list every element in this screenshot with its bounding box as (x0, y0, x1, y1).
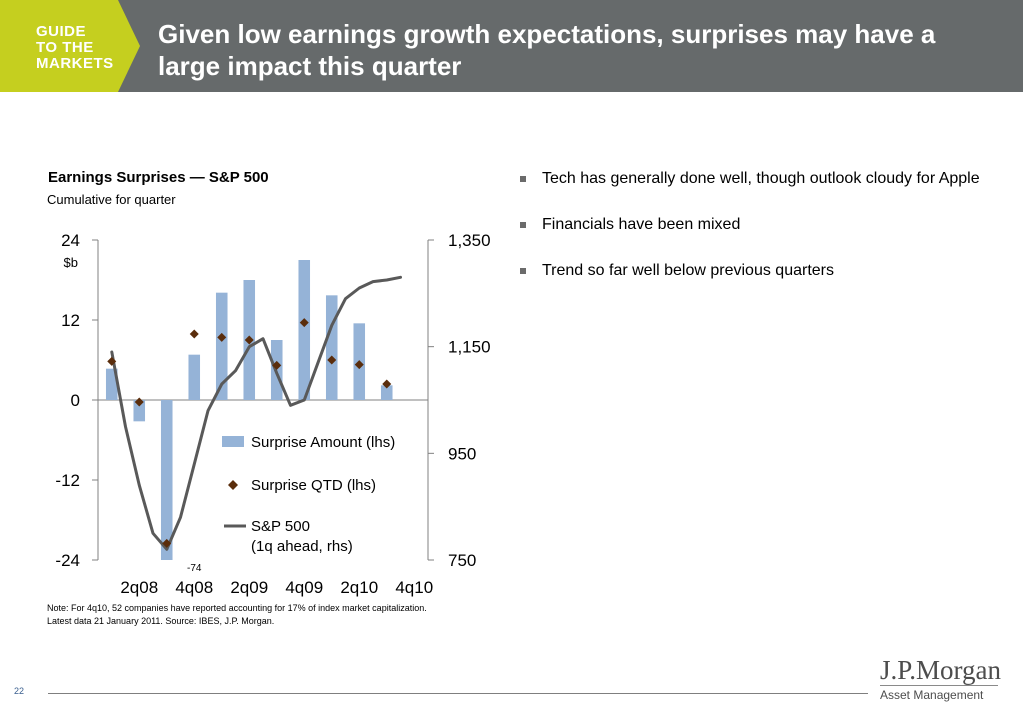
bar-4q09 (298, 260, 311, 400)
bar-2q08 (133, 400, 146, 422)
marker-2q09 (244, 335, 254, 345)
bar-1q10 (325, 295, 338, 400)
bullet-text: Trend so far well below previous quarter… (542, 262, 834, 279)
logo-subtitle: Asset Management (880, 688, 984, 702)
legend-label-surprise-amount: Surprise Amount (lhs) (251, 434, 395, 451)
bullet-item: Financials have been mixed (520, 214, 990, 236)
marker-1q08 (107, 356, 117, 366)
x-tick-label: 4q08 (175, 578, 213, 597)
logo-rule (880, 685, 998, 686)
legend-marker-swatch (228, 480, 238, 490)
note-line-2: Latest data 21 January 2011. Source: IBE… (47, 616, 275, 626)
y-right-tick-label: 750 (448, 551, 476, 570)
x-tick-label: 2q10 (340, 578, 378, 597)
guide-badge-text: GUIDE TO THE MARKETS (36, 24, 114, 72)
logo-wordmark: J.P.Morgan (880, 655, 1002, 685)
badge-line-3: MARKETS (36, 55, 114, 72)
bar-3q10 (380, 385, 393, 400)
legend-label-sp500: (1q ahead, rhs) (251, 538, 353, 555)
earnings-surprise-chart: 24 12 0 -12 -24 $b 1,350 1,150 950 750 -74 2q08 4q08… (55, 231, 491, 597)
bar-1q08 (105, 368, 118, 400)
x-tick-label: 2q08 (120, 578, 158, 597)
jpmorgan-logo: J.P.Morgan Asset Management (880, 656, 1004, 702)
header-bar: GUIDE TO THE MARKETS Given low earnings … (0, 0, 1023, 92)
marker-2q10 (354, 360, 364, 370)
marker-3q08 (162, 538, 172, 548)
marker-4q08 (189, 329, 199, 339)
bullet-text: Tech has generally done well, though out… (542, 170, 980, 187)
bullet-square-icon (520, 222, 526, 228)
y-left-unit-label: $b (64, 255, 78, 270)
marker-4q09 (299, 318, 309, 328)
bar-1q09 (215, 292, 228, 400)
bullet-item: Tech has generally done well, though out… (520, 168, 990, 190)
legend-label-surprise-qtd: Surprise QTD (lhs) (251, 477, 376, 494)
bullet-square-icon (520, 176, 526, 182)
chart-subtitle: Cumulative for quarter (47, 192, 176, 207)
y-left-tick-label: 12 (61, 311, 80, 330)
y-right-tick-label: 1,150 (448, 338, 491, 357)
badge-line-2: TO THE (36, 39, 94, 56)
footer-divider (48, 693, 868, 694)
y-left-tick-label: -24 (55, 551, 80, 570)
bullet-item: Trend so far well below previous quarter… (520, 260, 990, 282)
bullet-square-icon (520, 268, 526, 274)
x-tick-label: 2q09 (230, 578, 268, 597)
bar-4q08 (188, 354, 201, 400)
chart-title: Earnings Surprises — S&P 500 (48, 169, 269, 186)
y-right-tick-label: 1,350 (448, 231, 491, 250)
y-left-tick-label: -12 (55, 471, 80, 490)
chart-note: Note: For 4q10, 52 companies have report… (47, 602, 427, 628)
legend-label-sp500: S&P 500 (251, 518, 310, 535)
bar-value-annotation: -74 (187, 563, 202, 574)
x-tick-label: 4q09 (285, 578, 323, 597)
sp500-line (110, 275, 402, 551)
note-line-1: Note: For 4q10, 52 companies have report… (47, 603, 427, 613)
marker-1q09 (217, 332, 227, 342)
marker-2q08 (134, 397, 144, 407)
bullet-text: Financials have been mixed (542, 216, 741, 233)
x-tick-label: 4q10 (395, 578, 433, 597)
marker-3q09 (272, 360, 282, 370)
legend-bar-swatch (222, 436, 244, 447)
marker-1q10 (327, 355, 337, 365)
y-left-tick-label: 24 (61, 231, 80, 250)
y-left-tick-label: 0 (71, 391, 80, 410)
page-title: Given low earnings growth expectations, … (158, 19, 936, 81)
marker-3q10 (382, 379, 392, 389)
page-number: 22 (14, 686, 25, 696)
bullet-list: Tech has generally done well, though out… (520, 168, 990, 306)
badge-line-1: GUIDE (36, 23, 87, 40)
bar-3q08 (160, 400, 173, 560)
y-right-tick-label: 950 (448, 444, 476, 463)
guide-badge: GUIDE TO THE MARKETS (0, 0, 140, 92)
